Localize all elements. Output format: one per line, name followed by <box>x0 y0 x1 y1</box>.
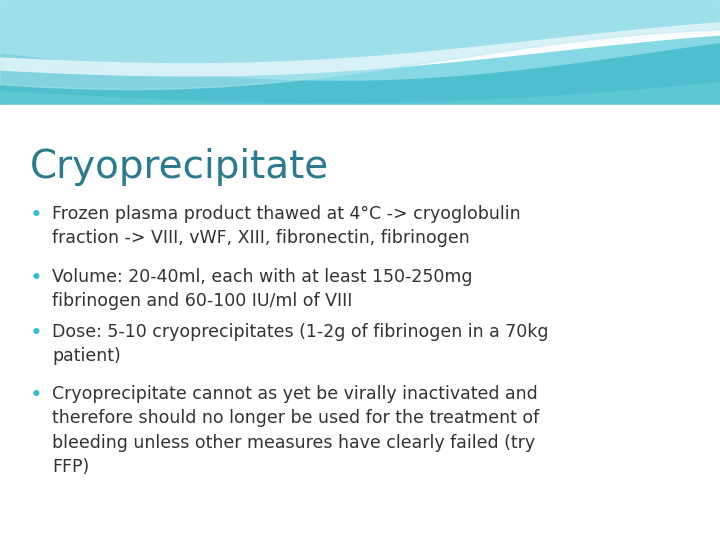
Text: •: • <box>30 205 42 225</box>
Text: •: • <box>30 268 42 288</box>
Text: Dose: 5-10 cryoprecipitates (1-2g of fibrinogen in a 70kg
patient): Dose: 5-10 cryoprecipitates (1-2g of fib… <box>52 323 549 365</box>
Text: Volume: 20-40ml, each with at least 150-250mg
fibrinogen and 60-100 IU/ml of VII: Volume: 20-40ml, each with at least 150-… <box>52 268 472 310</box>
Text: •: • <box>30 323 42 343</box>
Text: Cryoprecipitate: Cryoprecipitate <box>30 148 329 186</box>
Text: Frozen plasma product thawed at 4°C -> cryoglobulin
fraction -> VIII, vWF, XIII,: Frozen plasma product thawed at 4°C -> c… <box>52 205 521 247</box>
Text: Cryoprecipitate cannot as yet be virally inactivated and
therefore should no lon: Cryoprecipitate cannot as yet be virally… <box>52 385 539 476</box>
Text: •: • <box>30 385 42 405</box>
